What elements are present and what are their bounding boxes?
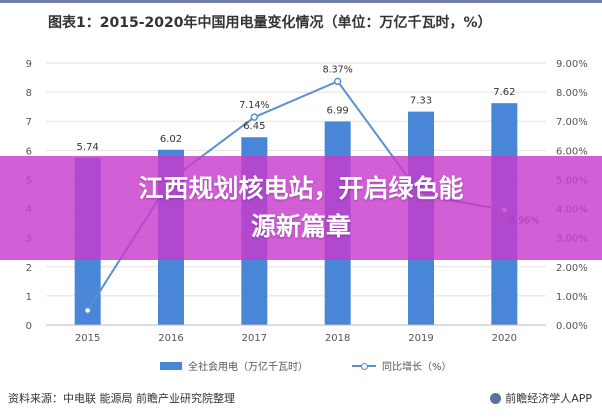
y-left-tick-label: 0 bbox=[26, 321, 32, 332]
headline-text: 江西规划核电站，开启绿色能源新篇章 bbox=[138, 174, 464, 241]
y-left-tick-label: 9 bbox=[26, 59, 32, 70]
bar-value-label: 6.45 bbox=[243, 121, 265, 132]
bar-value-label: 5.74 bbox=[77, 142, 99, 153]
growth-point bbox=[250, 113, 259, 121]
bar-value-label: 6.99 bbox=[327, 106, 349, 117]
y-left-tick-label: 2 bbox=[26, 263, 32, 274]
x-tick-label: 2019 bbox=[408, 333, 433, 344]
legend-swatch-bar bbox=[160, 361, 182, 370]
growth-value-label: 8.37% bbox=[323, 64, 353, 75]
x-tick-label: 2015 bbox=[75, 333, 100, 344]
brand-name: 前瞻经济学人APP bbox=[505, 392, 592, 405]
x-tick-label: 2020 bbox=[492, 333, 517, 344]
y-right-tick-label: 9.00% bbox=[556, 59, 588, 70]
headline-banner: 江西规划核电站，开启绿色能源新篇章 bbox=[0, 156, 602, 260]
growth-point bbox=[83, 306, 92, 315]
legend-swatch-line bbox=[352, 362, 376, 370]
bar-value-label: 7.33 bbox=[410, 96, 432, 107]
growth-value-label: 7.14% bbox=[239, 100, 269, 111]
bar-value-label: 6.02 bbox=[160, 134, 182, 145]
legend-item-line: 同比增长（%） bbox=[352, 358, 452, 373]
y-right-tick-label: 6.00% bbox=[556, 146, 588, 157]
top-accent-bar bbox=[0, 0, 602, 3]
x-tick-label: 2017 bbox=[242, 333, 267, 344]
legend-label-bar: 全社会用电（万亿千瓦时） bbox=[188, 362, 308, 373]
y-right-tick-label: 2.00% bbox=[556, 263, 588, 274]
brand-logo-icon bbox=[490, 392, 502, 404]
y-left-tick-label: 6 bbox=[26, 146, 32, 157]
growth-point bbox=[333, 77, 342, 86]
y-right-tick-label: 7.00% bbox=[556, 117, 588, 128]
bar-value-label: 7.62 bbox=[493, 87, 515, 98]
legend-label-line: 同比增长（%） bbox=[382, 362, 452, 373]
y-right-tick-label: 1.00% bbox=[556, 292, 588, 303]
y-right-tick-label: 0.00% bbox=[556, 321, 588, 332]
brand-credit: 前瞻经济学人APP bbox=[490, 390, 592, 406]
y-left-tick-label: 8 bbox=[26, 88, 32, 99]
y-left-tick-label: 1 bbox=[26, 292, 32, 303]
legend-item-bar: 全社会用电（万亿千瓦时） bbox=[160, 358, 308, 373]
y-right-tick-label: 8.00% bbox=[556, 88, 588, 99]
chart-title: 图表1：2015-2020年中国用电量变化情况（单位：万亿千瓦时，%） bbox=[48, 15, 492, 31]
x-tick-label: 2016 bbox=[158, 333, 183, 344]
y-left-tick-label: 7 bbox=[26, 117, 32, 128]
source-note: 资料来源：中电联 能源局 前瞻产业研究院整理 bbox=[8, 392, 235, 405]
x-tick-label: 2018 bbox=[325, 333, 350, 344]
